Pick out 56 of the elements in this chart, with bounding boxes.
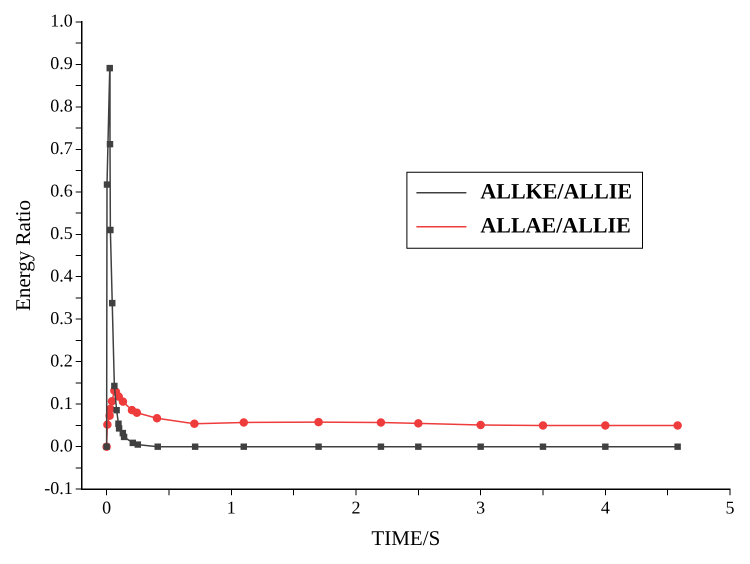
point [190,420,199,428]
point [192,443,198,450]
point [538,421,548,430]
y-tick-label: 0.4 [50,265,73,286]
point [104,181,110,188]
point [315,443,322,450]
point [106,140,114,148]
y-tick-label: 0.0 [50,435,73,456]
point [152,414,162,422]
point [111,382,118,390]
x-tick-label: 2 [351,498,360,518]
y-tick-label: 0.7 [50,138,73,158]
y-tick-label: 0.2 [50,350,73,370]
point [376,418,386,427]
point [116,425,122,432]
point [601,421,610,430]
point [109,300,116,306]
point [120,434,128,440]
y-tick-label: 0.8 [50,96,73,116]
point [107,226,114,234]
point [108,396,116,406]
y-tick-label: 0.3 [50,308,73,328]
point [154,443,161,450]
x-tick-label: 5 [726,498,734,518]
x-tick-label: 4 [600,498,610,518]
y-tick-label: 1.0 [50,10,73,31]
legend-label: ALLAE/ALLIE [480,212,631,238]
point [415,443,422,450]
point [240,443,247,450]
point [118,397,128,406]
point [477,443,484,450]
y-tick-label: 0.1 [50,392,73,413]
point [476,420,485,430]
point [106,64,113,72]
point [378,443,384,450]
y-tick-label: 0.6 [50,180,73,200]
y-tick-label: -0.1 [44,478,73,498]
x-tick-label: 1 [226,498,236,518]
y-tick-label: 0.5 [50,222,73,243]
legend-label: ALLKE/ALLIE [480,178,632,204]
point [314,418,323,426]
y-tick-label: 0.9 [50,53,73,74]
point [602,443,609,450]
x-tick-label: 0 [102,498,112,518]
x-tick-label: 3 [476,498,486,518]
x-axis-title: TIME/S [371,526,440,550]
point [240,418,248,427]
point [673,421,682,430]
point [540,443,546,450]
point [113,406,120,414]
point [134,441,142,448]
y-axis-title: Energy Ratio [11,200,36,312]
point [130,440,136,446]
point [414,419,423,428]
point [674,443,681,450]
point [132,408,142,417]
